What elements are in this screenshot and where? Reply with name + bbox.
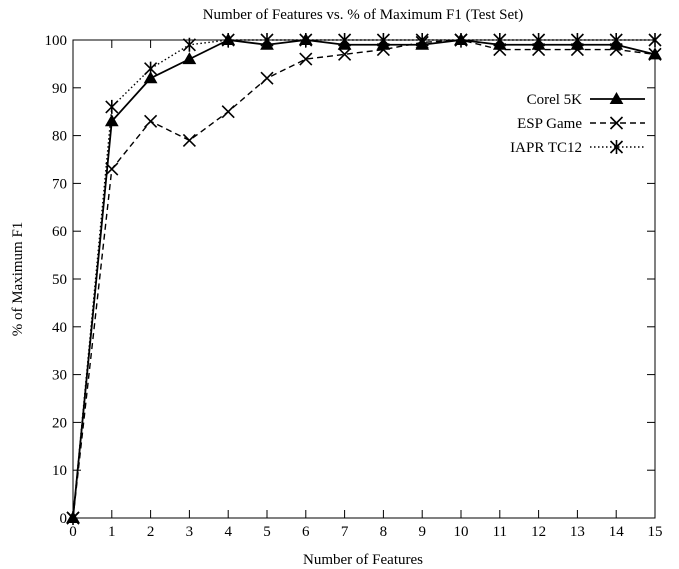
x-tick-label: 9 [418,524,426,540]
legend-label: IAPR TC12 [510,140,582,156]
y-tick-label: 40 [52,320,67,336]
x-tick-label: 6 [302,524,310,540]
data-point [66,511,80,525]
data-point [221,105,235,119]
legend-label: ESP Game [517,116,582,132]
data-point [105,99,119,114]
legend-marker [609,91,624,104]
legend-marker [609,116,624,130]
data-point [299,33,313,47]
data-point [493,42,507,57]
y-tick-label: 0 [60,511,68,527]
series-line-corel-5k [72,39,656,519]
data-point [143,71,158,84]
x-tick-label: 11 [493,524,507,540]
data-point [182,133,196,147]
y-tick-label: 30 [52,368,67,384]
chart-title: Number of Features vs. % of Maximum F1 (… [203,7,524,23]
x-tick-label: 14 [609,524,625,540]
data-point [532,42,546,57]
data-point [376,42,390,57]
data-point [338,47,352,61]
x-tick-label: 2 [147,524,155,540]
data-point [648,33,662,47]
series-line-esp-game [72,39,656,519]
x-tick-label: 0 [69,524,77,540]
y-tick-label: 70 [52,176,67,192]
x-tick-label: 5 [263,524,271,540]
data-point [260,71,274,85]
x-axis-label: Number of Features [303,552,423,568]
y-tick-label: 90 [52,81,67,97]
data-point [454,33,468,47]
legend-label: Corel 5K [527,92,583,108]
x-tick-label: 13 [570,524,585,540]
data-point [415,33,429,47]
x-tick-label: 4 [224,524,232,540]
x-tick-label: 10 [454,524,469,540]
data-point [144,114,158,128]
data-point [570,42,584,57]
data-point [609,33,623,47]
x-tick-label: 8 [380,524,388,540]
data-point [260,33,274,47]
y-axis-label: % of Maximum F1 [10,222,26,337]
y-tick-label: 100 [45,33,68,49]
y-tick-label: 50 [52,272,67,288]
data-point [299,52,313,66]
x-tick-label: 15 [648,524,663,540]
data-point [104,114,119,127]
y-tick-label: 20 [52,415,67,431]
y-tick-label: 60 [52,224,67,240]
x-tick-label: 1 [108,524,116,540]
data-point [338,33,352,47]
legend-marker [609,140,624,154]
y-tick-label: 10 [52,463,67,479]
data-point [144,61,158,76]
legend: Corel 5K ESP Game IAPR TC12 [510,91,645,156]
x-tick-label: 7 [341,524,349,540]
y-tick-label: 80 [52,129,67,145]
data-point [105,162,119,176]
plot-frame [72,39,656,519]
data-point [376,33,390,47]
data-point [182,52,197,65]
x-tick-label: 3 [186,524,194,540]
data-point [532,33,546,47]
series-line-iapr-tc12 [72,39,655,519]
data-point [493,33,507,47]
data-point [182,37,196,52]
x-tick-label: 12 [531,524,546,540]
data-point [221,33,235,47]
data-point [648,47,662,61]
data-point [609,42,623,57]
data-point [570,33,584,47]
